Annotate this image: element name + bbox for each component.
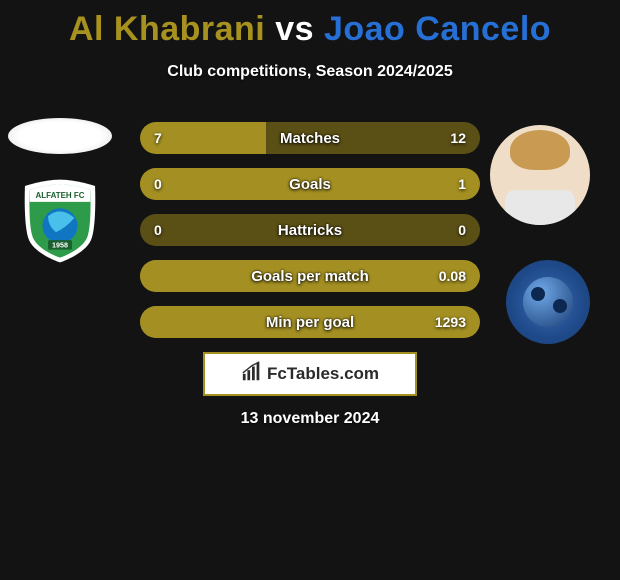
stats-area: 7Matches120Goals10Hattricks0Goals per ma… <box>140 122 480 352</box>
stat-row: 7Matches12 <box>140 122 480 154</box>
stat-label: Goals per match <box>140 268 480 285</box>
subtitle: Club competitions, Season 2024/2025 <box>0 63 620 81</box>
club-right-ball <box>523 277 573 327</box>
stat-value-right: 1293 <box>435 314 466 330</box>
stat-label: Hattricks <box>140 222 480 239</box>
stat-label: Goals <box>140 176 480 193</box>
club-left-badge: ALFATEH FC 1958 <box>20 178 100 264</box>
brand-box[interactable]: FcTables.com <box>203 352 417 396</box>
club-right-badge <box>506 260 590 344</box>
player1-name: Al Khabrani <box>69 10 265 48</box>
stat-label: Matches <box>140 130 480 147</box>
player2-avatar <box>490 125 590 225</box>
date-text: 13 november 2024 <box>0 410 620 428</box>
player2-name: Joao Cancelo <box>324 10 551 48</box>
stat-value-right: 12 <box>450 130 466 146</box>
stat-row: 0Hattricks0 <box>140 214 480 246</box>
stat-row: Goals per match0.08 <box>140 260 480 292</box>
stat-value-right: 1 <box>458 176 466 192</box>
chart-icon <box>241 361 263 388</box>
brand-text: FcTables.com <box>267 364 379 384</box>
club-left-text: ALFATEH FC <box>36 191 85 200</box>
stat-value-right: 0.08 <box>439 268 466 284</box>
stat-row: 0Goals1 <box>140 168 480 200</box>
page-title: Al Khabrani vs Joao Cancelo <box>0 0 620 49</box>
stat-value-right: 0 <box>458 222 466 238</box>
stat-row: Min per goal1293 <box>140 306 480 338</box>
vs-text: vs <box>275 10 324 48</box>
stat-label: Min per goal <box>140 314 480 331</box>
player1-avatar <box>8 118 112 154</box>
club-left-year: 1958 <box>52 241 68 249</box>
